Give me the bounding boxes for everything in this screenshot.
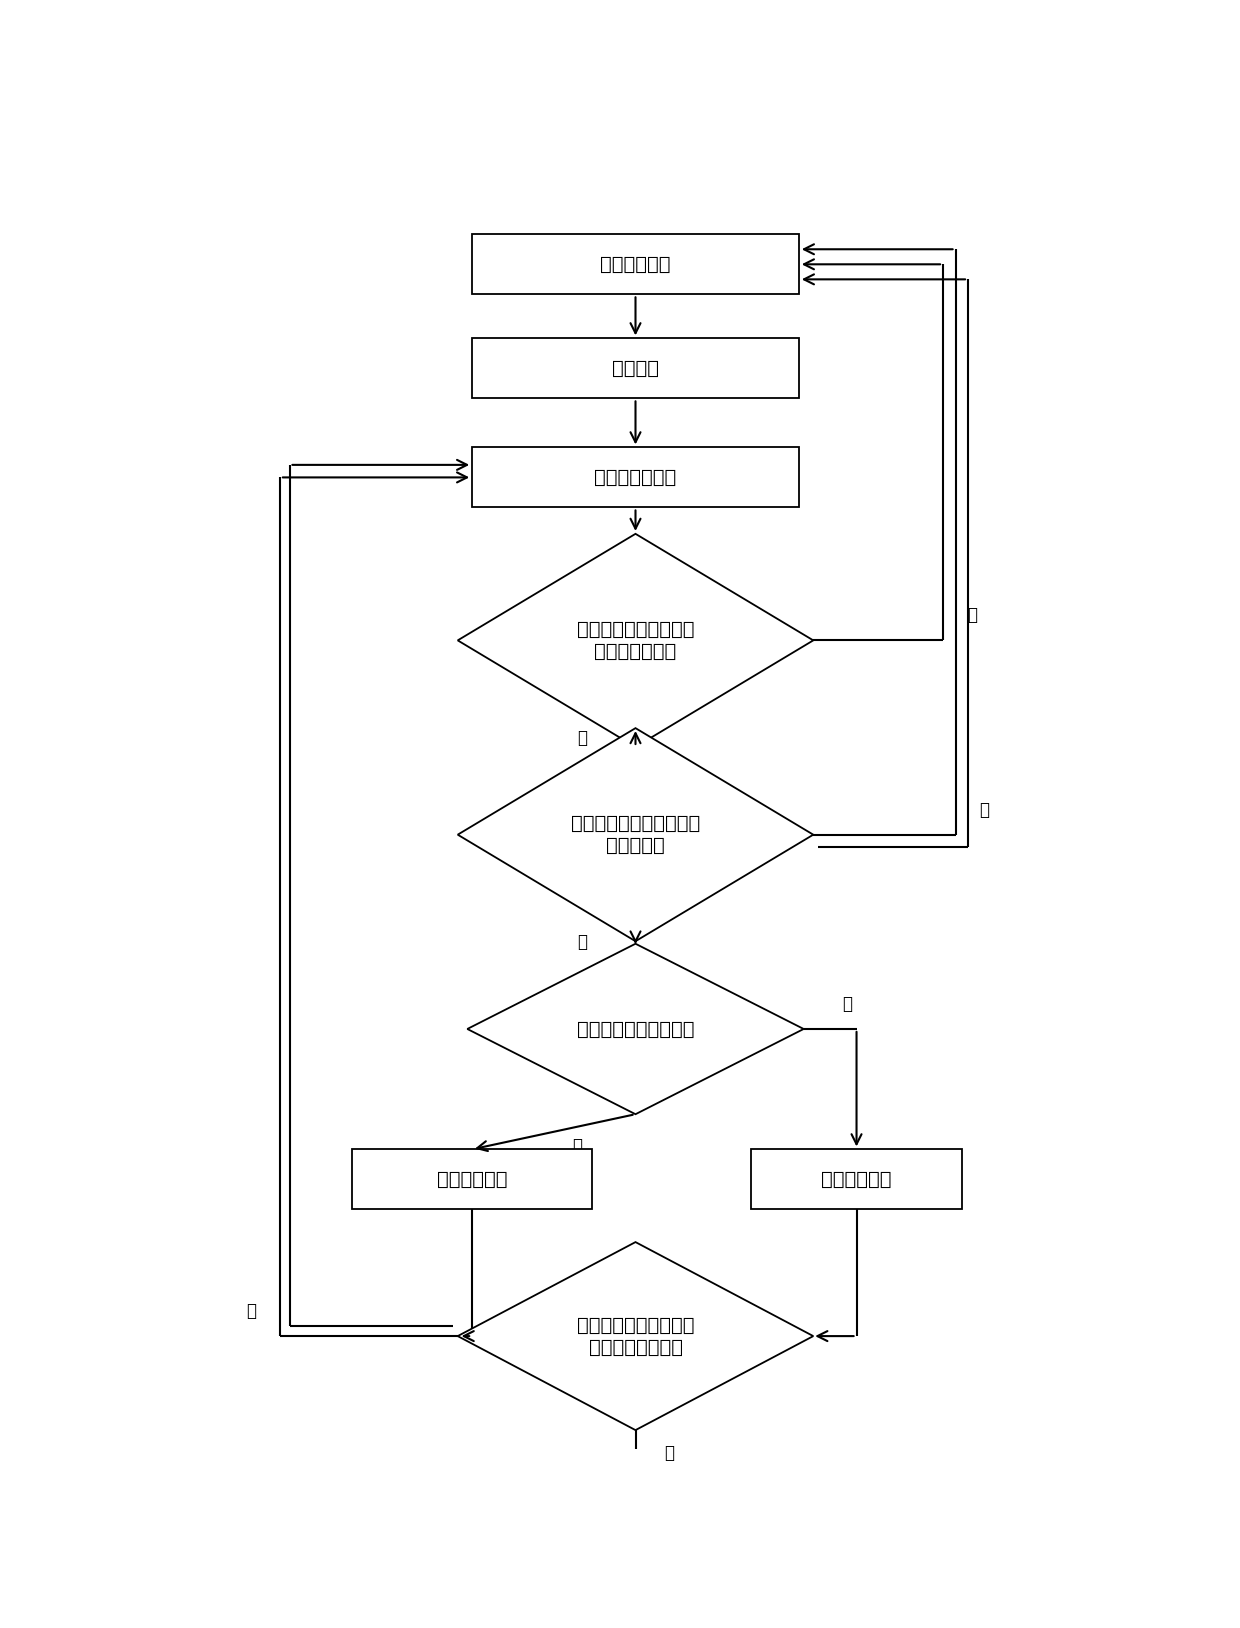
Polygon shape <box>467 944 804 1114</box>
Text: 是: 是 <box>980 801 990 819</box>
Text: 否: 否 <box>842 995 852 1013</box>
Text: 关闭负载电源: 关闭负载电源 <box>600 256 671 274</box>
FancyBboxPatch shape <box>751 1149 962 1210</box>
Polygon shape <box>458 1242 813 1429</box>
Text: 判断电池电压是否增大: 判断电池电压是否增大 <box>577 1019 694 1039</box>
Polygon shape <box>458 534 813 747</box>
Text: 判断电池电压是否小于
预设的过放点电压: 判断电池电压是否小于 预设的过放点电压 <box>577 1315 694 1356</box>
Text: 判断电池电压是否小于
预设的坏死电压: 判断电池电压是否小于 预设的坏死电压 <box>577 620 694 661</box>
Text: 采样电池的电压: 采样电池的电压 <box>594 467 677 487</box>
FancyBboxPatch shape <box>352 1149 593 1210</box>
Text: 增大负载电流: 增大负载电流 <box>436 1171 507 1188</box>
FancyBboxPatch shape <box>472 234 799 295</box>
FancyBboxPatch shape <box>472 339 799 399</box>
Text: 是: 是 <box>665 1444 675 1462</box>
Text: 否: 否 <box>578 933 588 951</box>
Text: 减小负载电流: 减小负载电流 <box>821 1171 892 1188</box>
Text: 否: 否 <box>246 1302 255 1320</box>
Text: 电池充电: 电池充电 <box>613 358 658 378</box>
FancyBboxPatch shape <box>472 448 799 508</box>
Text: 是: 是 <box>967 606 977 624</box>
Polygon shape <box>458 728 813 941</box>
Text: 判断负载电流是否小于预
设过放电流: 判断负载电流是否小于预 设过放电流 <box>570 814 701 855</box>
Text: 是: 是 <box>573 1136 583 1154</box>
Text: 否: 否 <box>578 728 588 747</box>
